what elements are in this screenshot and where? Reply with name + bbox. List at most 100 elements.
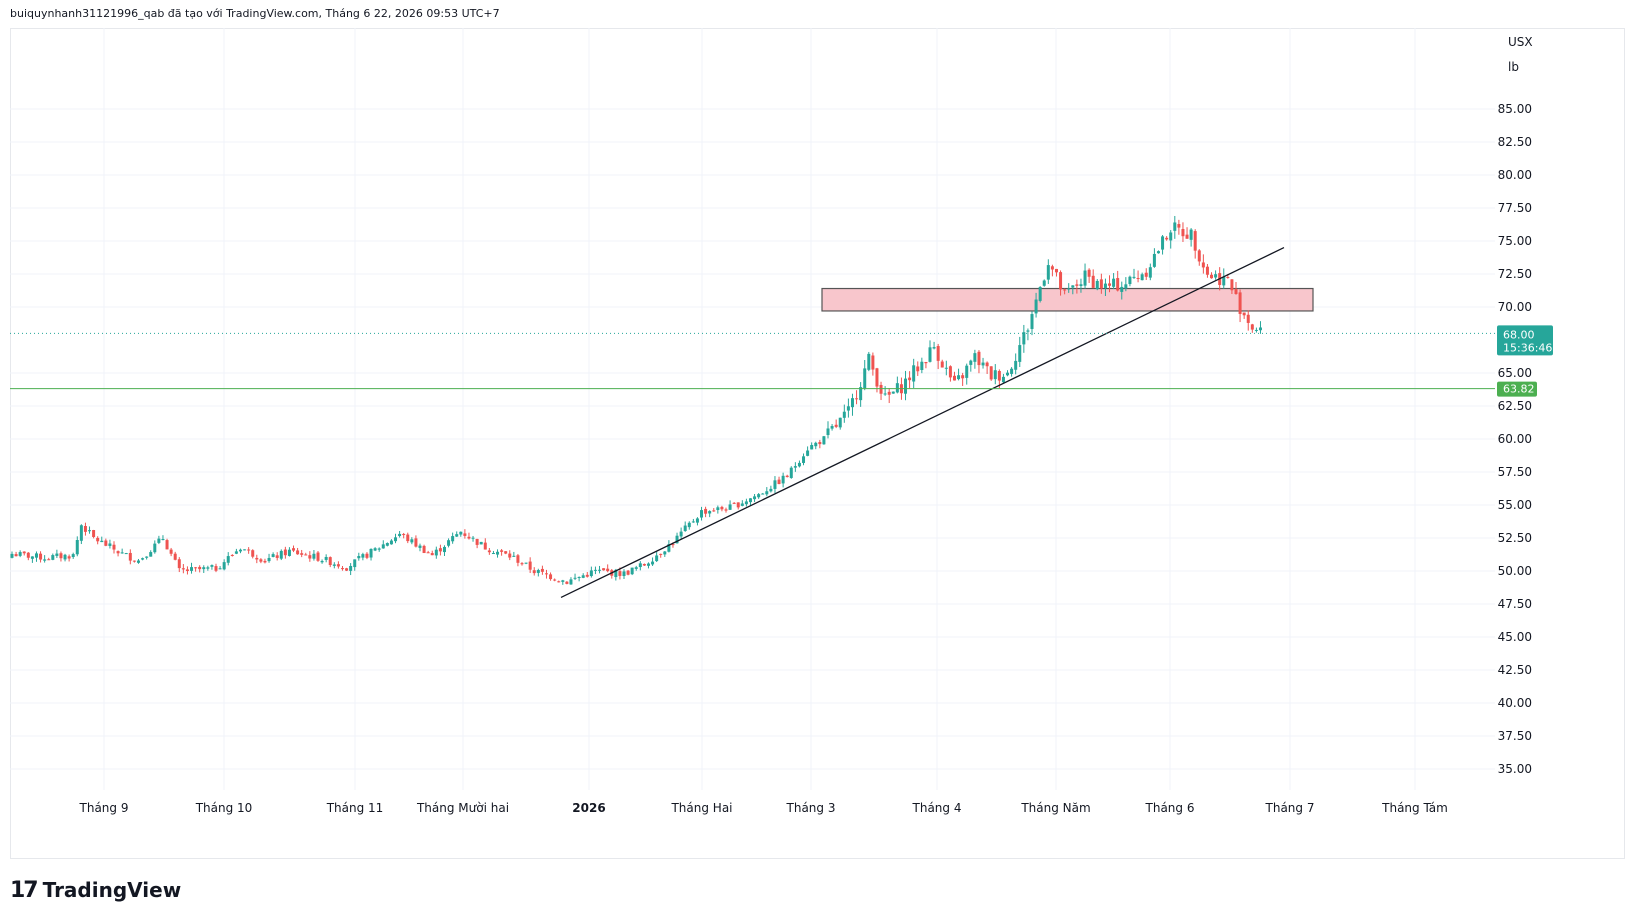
candle-body (802, 456, 806, 463)
candle-body (1067, 288, 1071, 290)
candle-body (642, 564, 646, 566)
candle-body (920, 361, 924, 371)
last-price-value: 68.00 (1503, 328, 1535, 341)
candle-body (879, 384, 883, 394)
candle-body (1156, 251, 1160, 254)
candle-body (822, 436, 826, 445)
candle-body (606, 568, 610, 572)
candle-body (1148, 267, 1152, 278)
y-tick-label: 75.00 (1498, 234, 1532, 248)
candle-body (846, 406, 850, 411)
candle-body (308, 555, 312, 559)
candle-body (1246, 314, 1250, 323)
candle-body (1030, 314, 1034, 329)
candle-body (153, 543, 157, 553)
brand-name: TradingView (42, 878, 182, 902)
x-tick-label: Tháng 7 (1265, 801, 1315, 815)
candle-body (1177, 224, 1181, 228)
candle-body (887, 391, 891, 395)
candle-body (438, 548, 442, 552)
candle-body (394, 537, 398, 542)
candle-body (340, 568, 344, 570)
candle-body (981, 362, 985, 366)
candle-body (434, 549, 438, 556)
candle-body (1071, 285, 1075, 288)
candle-body (1091, 275, 1095, 288)
candle-body (1079, 284, 1083, 286)
candle-body (1140, 274, 1144, 281)
tradingview-brand[interactable]: 17 TradingView (10, 876, 181, 904)
candle-body (532, 570, 536, 574)
candle-body (279, 550, 283, 559)
candle-body (100, 540, 104, 543)
candle-body (304, 554, 308, 556)
candle-body (1193, 231, 1197, 251)
candle-body (549, 574, 553, 580)
y-tick-label: 52.50 (1498, 531, 1532, 545)
candle-body (520, 563, 524, 565)
candle-body (524, 562, 528, 564)
candle-body (679, 531, 683, 537)
candle-body (63, 554, 67, 560)
y-tick-label: 45.00 (1498, 630, 1532, 644)
candle-body (373, 548, 377, 551)
candle-body (932, 347, 936, 349)
candle-body (47, 559, 51, 561)
candle-body (769, 488, 773, 492)
price-axis: 85.00 82.50 80.00 77.50 75.00 72.50 70.00 65.00… (1497, 102, 1553, 776)
candle-body (1120, 286, 1124, 292)
candle-body (720, 506, 724, 510)
candle-body (1258, 327, 1262, 331)
candle-body (483, 542, 487, 550)
candle-body (149, 552, 153, 557)
overlay-lines (10, 247, 1495, 598)
candle-body (781, 475, 785, 484)
candle-body (398, 533, 402, 537)
candle-body (471, 537, 475, 539)
candle-body (491, 553, 495, 555)
candle-body (916, 366, 920, 372)
candle-body (1010, 368, 1014, 374)
support-price-value: 63.82 (1503, 383, 1535, 396)
candle-body (875, 368, 879, 387)
candle-body (55, 553, 59, 556)
candle-body (422, 545, 426, 554)
candle-body (1201, 262, 1205, 268)
candle-body (761, 493, 765, 495)
candle-body (508, 553, 512, 558)
candle-body (855, 398, 859, 400)
candle-body (198, 566, 202, 570)
candle-body (948, 366, 952, 378)
candle-body (871, 355, 875, 370)
candle-body (973, 353, 977, 362)
y-tick-label: 80.00 (1498, 168, 1532, 182)
candle-body (630, 567, 634, 575)
candle-body (71, 554, 75, 558)
x-tick-label: Tháng 3 (786, 801, 836, 815)
x-tick-label: Tháng Mười hai (416, 801, 509, 815)
candle-body (145, 556, 149, 558)
candle-body (985, 362, 989, 367)
y-tick-label: 47.50 (1498, 597, 1532, 611)
candle-body (944, 367, 948, 369)
candle-body (414, 538, 418, 547)
candle-body (695, 518, 699, 523)
candle-body (116, 551, 120, 554)
last-price-tag (1497, 325, 1553, 356)
y-tick-label: 60.00 (1498, 432, 1532, 446)
candle-body (753, 496, 757, 500)
candle-body (1108, 283, 1112, 286)
candle-body (1059, 272, 1063, 290)
candle-body (691, 521, 695, 523)
candle-body (830, 426, 834, 429)
candle-body (553, 579, 557, 581)
candle-body (210, 565, 214, 567)
candle-body (908, 377, 912, 381)
candle-body (1234, 289, 1238, 295)
candle-body (267, 557, 271, 562)
candle-body (965, 365, 969, 378)
candle-body (487, 550, 491, 553)
candle-body (683, 525, 687, 532)
candle-body (1128, 276, 1132, 285)
